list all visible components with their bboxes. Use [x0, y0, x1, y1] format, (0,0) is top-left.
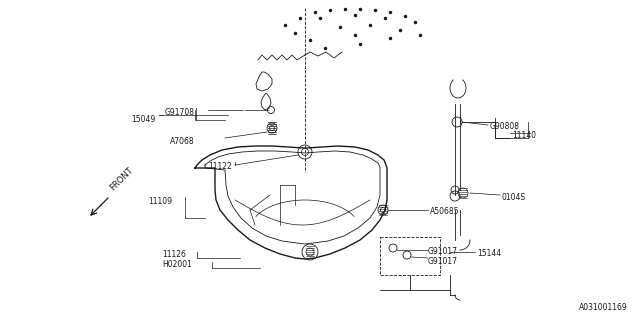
Text: 11126: 11126	[162, 250, 186, 259]
Text: FRONT: FRONT	[108, 165, 134, 192]
Text: 11140: 11140	[512, 131, 536, 140]
Text: G91017: G91017	[428, 247, 458, 256]
Text: 11109: 11109	[148, 197, 172, 206]
Text: A031001169: A031001169	[579, 303, 628, 312]
Text: A7068: A7068	[170, 137, 195, 146]
Text: G91017: G91017	[428, 257, 458, 266]
Text: 0104S: 0104S	[502, 193, 526, 202]
Text: ─: ─	[158, 113, 163, 119]
Text: A50685: A50685	[430, 207, 460, 216]
Text: 11122: 11122	[208, 162, 232, 171]
Text: 15144: 15144	[477, 249, 501, 258]
Text: G90808: G90808	[490, 122, 520, 131]
Text: G91708: G91708	[165, 108, 195, 117]
Text: H02001: H02001	[162, 260, 192, 269]
Text: 15049: 15049	[131, 115, 155, 124]
